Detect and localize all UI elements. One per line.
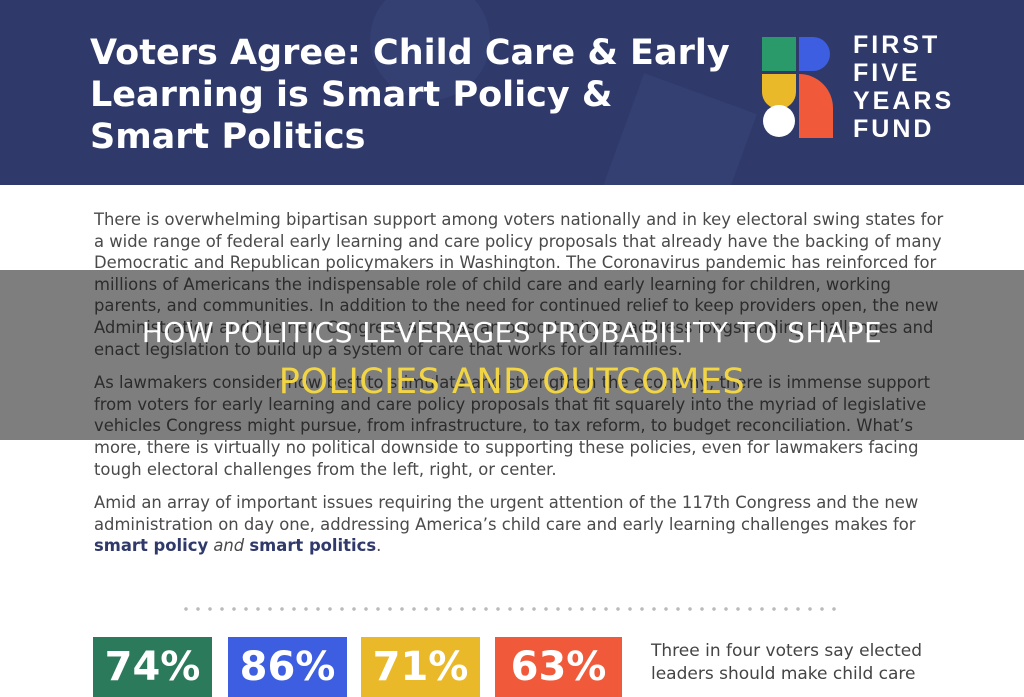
side-line: leaders should make child care bbox=[651, 664, 916, 684]
text-run: Amid an array of important issues requir… bbox=[94, 493, 919, 534]
stat-box: 71% bbox=[361, 637, 480, 697]
side-text: Three in four voters say elected leaders … bbox=[651, 640, 931, 686]
logo-word: FUND bbox=[853, 115, 935, 143]
bg-shape bbox=[370, 0, 490, 100]
overlay-subtitle: POLICIES AND OUTCOMES bbox=[278, 362, 746, 402]
paragraph: Amid an array of important issues requir… bbox=[94, 492, 944, 557]
header-decoration bbox=[370, 0, 833, 185]
logo-text: FIRST FIVE YEARS FUND bbox=[853, 31, 954, 143]
logo-shape bbox=[762, 74, 796, 109]
title: Voters Agree: Child Care & Early Learnin… bbox=[90, 33, 730, 157]
text-run: . bbox=[376, 536, 382, 556]
logo-shape bbox=[763, 105, 795, 137]
stat-box: 74% bbox=[93, 637, 212, 697]
text-run: smart policy bbox=[94, 536, 209, 556]
logo-word: FIVE bbox=[853, 59, 921, 87]
overlay-title: HOW POLITICS LEVERAGES PROBABILITY TO SH… bbox=[141, 316, 883, 349]
text-run: and bbox=[208, 536, 250, 556]
stat-box: 86% bbox=[228, 637, 347, 697]
logo-shape bbox=[762, 37, 796, 71]
stat-box: 63% bbox=[495, 637, 622, 697]
side-line: Three in four voters say elected bbox=[651, 641, 923, 661]
text-run: smart politics bbox=[249, 536, 377, 556]
separator bbox=[180, 607, 840, 611]
logo-shape bbox=[799, 74, 833, 138]
overlay-band bbox=[0, 270, 1024, 440]
logo-shape bbox=[799, 37, 830, 71]
logo-word: FIRST bbox=[853, 31, 941, 59]
logo-word: YEARS bbox=[853, 87, 955, 115]
header: Voters Agree: Child Care & Early Learnin… bbox=[0, 0, 1024, 185]
bg-shape bbox=[603, 73, 757, 185]
